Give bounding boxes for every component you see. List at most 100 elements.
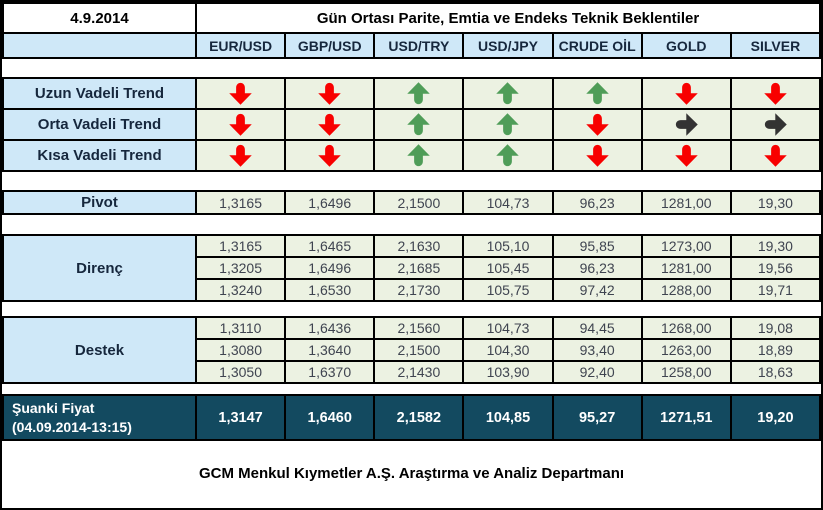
current-price-value: 19,20 — [729, 394, 821, 441]
trend-arrow-down-icon — [229, 144, 252, 167]
support-value: 2,1430 — [373, 360, 465, 384]
current-price-value: 104,85 — [462, 394, 554, 441]
trend-arrow-down-icon — [764, 144, 787, 167]
support-label: Destek — [2, 316, 197, 384]
support-value: 18,63 — [729, 360, 821, 384]
current-price-label-line1: Şuanki Fiyat — [12, 400, 95, 417]
trend-arrow-up-icon — [407, 144, 431, 167]
trend-cell — [640, 139, 732, 172]
support-table: Destek 1,3110 1,6436 2,1560 104,73 94,45 1268,… — [2, 316, 821, 384]
trend-cell — [194, 77, 287, 110]
resistance-row: 1,3205 1,6496 2,1685 105,45 96,23 1281,00 19,5… — [3, 256, 821, 280]
trend-arrow-down-icon — [675, 144, 698, 167]
resistance-table: Direnç 1,3165 1,6465 2,1630 105,10 95,85 1273,… — [2, 234, 821, 302]
resistance-value: 1,6530 — [284, 278, 376, 302]
resistance-row: Direnç 1,3165 1,6465 2,1630 105,10 95,85 1273,… — [2, 234, 821, 302]
support-value: 1,3050 — [194, 360, 287, 384]
current-price-value: 95,27 — [551, 394, 643, 441]
resistance-value: 1273,00 — [640, 234, 732, 258]
pivot-table: Pivot 1,3165 1,6496 2,1500 104,73 96,23 1281,0… — [2, 190, 821, 215]
current-price-row: Şuanki Fiyat (04.09.2014-13:15) 1,3147 1,64… — [2, 394, 821, 441]
pivot-value: 19,30 — [729, 190, 821, 215]
support-value: 1,6370 — [284, 360, 376, 384]
resistance-value: 105,10 — [462, 234, 554, 258]
trend-row: Orta Vadeli Trend — [2, 108, 821, 141]
trend-arrow-down-icon — [318, 144, 341, 167]
resistance-value: 19,30 — [729, 234, 821, 258]
trend-table: Uzun Vadeli Trend Orta Vadeli Trend Kısa V… — [2, 77, 821, 172]
resistance-value: 2,1630 — [373, 234, 465, 258]
trend-row-label: Orta Vadeli Trend — [2, 108, 197, 141]
trend-cell — [373, 108, 465, 141]
resistance-value: 1,3165 — [194, 234, 287, 258]
support-value: 1,6436 — [284, 316, 376, 340]
support-value: 1,3080 — [194, 338, 287, 362]
trend-cell — [462, 108, 554, 141]
trend-row: Kısa Vadeli Trend — [2, 139, 821, 172]
current-price-table: Şuanki Fiyat (04.09.2014-13:15) 1,3147 1,64… — [2, 394, 821, 441]
column-header: GBP/USD — [284, 32, 376, 59]
pivot-value: 2,1500 — [373, 190, 465, 215]
trend-arrow-right-icon — [675, 113, 698, 136]
trend-arrow-down-icon — [585, 144, 609, 167]
spacer — [2, 302, 821, 316]
resistance-value: 19,71 — [729, 278, 821, 302]
resistance-value: 97,42 — [551, 278, 643, 302]
support-row: 1,3080 1,3640 2,1500 104,30 93,40 1263,00 18,8… — [3, 338, 821, 362]
column-header: USD/TRY — [373, 32, 465, 59]
trend-arrow-up-icon — [407, 113, 431, 136]
report-title: Gün Ortası Parite, Emtia ve Endeks Tekni… — [195, 2, 821, 34]
column-header-row: EUR/USD GBP/USD USD/TRY USD/JPY CRUDE OİL GOL… — [2, 32, 821, 59]
trend-arrow-down-icon — [229, 113, 252, 136]
pivot-value: 1,3165 — [194, 190, 287, 215]
support-row: 1,3050 1,6370 2,1430 103,90 92,40 1258,00 18,6… — [3, 360, 821, 384]
pivot-value: 96,23 — [551, 190, 643, 215]
trend-cell — [640, 108, 732, 141]
trend-cell — [729, 108, 821, 141]
resistance-value: 2,1730 — [373, 278, 465, 302]
column-header: USD/JPY — [462, 32, 554, 59]
trend-row-label: Kısa Vadeli Trend — [2, 139, 197, 172]
resistance-value: 1,6465 — [284, 234, 376, 258]
resistance-value: 1281,00 — [640, 256, 732, 280]
column-header: CRUDE OİL — [551, 32, 643, 59]
support-value: 1268,00 — [640, 316, 732, 340]
pivot-label: Pivot — [2, 190, 197, 215]
column-header: EUR/USD — [194, 32, 287, 59]
title-table: 4.9.2014 Gün Ortası Parite, Emtia ve End… — [2, 2, 821, 59]
trend-arrow-up-icon — [407, 82, 431, 105]
trend-cell — [729, 77, 821, 110]
trend-cell — [462, 77, 554, 110]
current-price-value: 1,3147 — [194, 394, 287, 441]
support-value: 94,45 — [551, 316, 643, 340]
trend-cell — [551, 139, 643, 172]
trend-cell — [462, 139, 554, 172]
column-header: SILVER — [729, 32, 821, 59]
support-row: Destek 1,3110 1,6436 2,1560 104,73 94,45 1268,… — [2, 316, 821, 384]
resistance-value: 105,45 — [462, 256, 554, 280]
trend-arrow-up-icon — [585, 82, 609, 105]
pivot-row: Pivot 1,3165 1,6496 2,1500 104,73 96,23 1281,0… — [2, 190, 821, 215]
trend-arrow-down-icon — [764, 82, 787, 105]
support-value: 103,90 — [462, 360, 554, 384]
trend-arrow-down-icon — [318, 113, 341, 136]
trend-cell — [194, 139, 287, 172]
trend-cell — [284, 77, 376, 110]
support-value: 19,08 — [729, 316, 821, 340]
trend-cell — [373, 139, 465, 172]
support-value: 1,3640 — [284, 338, 376, 362]
trend-cell — [640, 77, 732, 110]
trend-cell — [194, 108, 287, 141]
trend-cell — [284, 139, 376, 172]
trend-arrow-down-icon — [318, 82, 341, 105]
resistance-value: 95,85 — [551, 234, 643, 258]
resistance-label: Direnç — [2, 234, 197, 302]
support-value: 92,40 — [551, 360, 643, 384]
title-row: 4.9.2014 Gün Ortası Parite, Emtia ve End… — [2, 2, 821, 34]
current-price-value: 1271,51 — [640, 394, 732, 441]
resistance-value: 1288,00 — [640, 278, 732, 302]
support-value: 18,89 — [729, 338, 821, 362]
trend-cell — [373, 77, 465, 110]
support-value: 1258,00 — [640, 360, 732, 384]
